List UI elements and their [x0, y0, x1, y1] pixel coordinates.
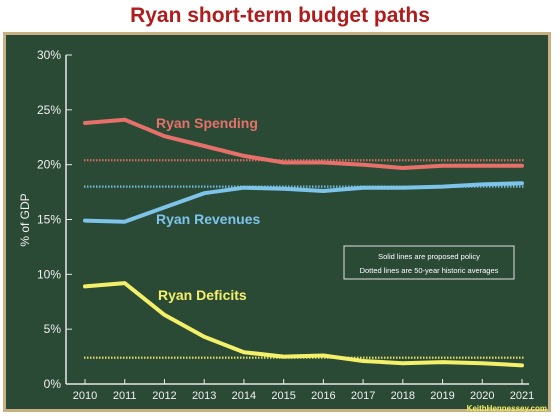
series-line: [83, 117, 524, 170]
y-ticks: 0% 5% 10% 15% 20% 25% 30%: [37, 48, 72, 391]
y-axis-label: % of GDP: [18, 193, 32, 246]
series-line: [83, 181, 524, 224]
legend-note-line-2: Dotted lines are 50-year historic averag…: [360, 266, 499, 275]
chart-title: Ryan short-term budget paths: [130, 4, 430, 27]
series-lines: [83, 117, 524, 368]
series-label: Ryan Spending: [156, 115, 258, 131]
y-tick-label: 30%: [37, 48, 61, 62]
legend-note-line-1: Solid lines are proposed policy: [378, 252, 480, 261]
y-tick-label: 0%: [44, 377, 62, 391]
x-tick-label: 2013: [192, 390, 216, 402]
series-line: [83, 281, 524, 368]
y-tick-label: 5%: [44, 322, 62, 336]
x-tick-label: 2011: [113, 390, 137, 402]
x-tick-label: 2021: [510, 390, 534, 402]
x-tick-label: 2018: [391, 390, 415, 402]
y-tick-label: 10%: [37, 267, 61, 281]
legend-note-box: Solid lines are proposed policy Dotted l…: [343, 245, 515, 280]
x-tick-label: 2012: [152, 390, 176, 402]
series-label: Ryan Deficits: [158, 287, 247, 303]
x-tick-label: 2017: [351, 390, 375, 402]
x-ticks: 2010 2011 2012 2013 2014 2015 2016 2017 2018 2019…: [73, 379, 534, 402]
y-tick-label: 15%: [37, 213, 61, 227]
x-tick-label: 2015: [271, 390, 295, 402]
y-tick-label: 20%: [37, 158, 61, 172]
series-labels: Ryan Spending Ryan Revenues Ryan Deficits: [156, 115, 260, 303]
x-tick-label: 2020: [470, 390, 494, 402]
x-tick-label: 2019: [430, 390, 454, 402]
x-tick-label: 2010: [73, 390, 97, 402]
x-tick-label: 2016: [311, 390, 335, 402]
series-label: Ryan Revenues: [156, 211, 260, 227]
x-tick-label: 2014: [232, 390, 256, 402]
credit-text: KeithHennessey.com: [467, 404, 547, 413]
y-tick-label: 25%: [37, 103, 61, 117]
